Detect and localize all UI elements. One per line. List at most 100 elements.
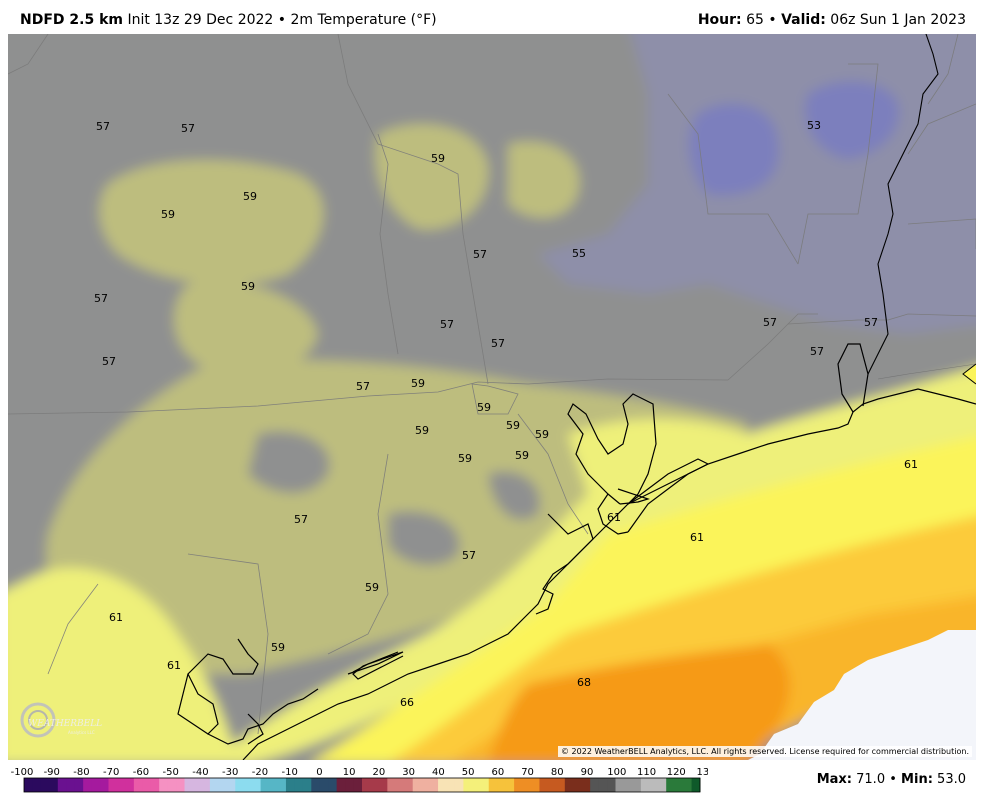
color-scale-segment <box>269 778 278 792</box>
temperature-label: 59 <box>411 377 425 390</box>
temperature-label: 57 <box>462 549 476 562</box>
color-scale-segment <box>345 778 355 792</box>
color-scale-tick: -50 <box>163 767 179 778</box>
temperature-label: 59 <box>515 449 529 462</box>
color-scale-segment <box>83 778 93 792</box>
color-scale-segment <box>370 778 380 792</box>
color-scale-segment <box>471 778 481 792</box>
valid-value: 06z Sun 1 Jan 2023 <box>830 12 966 28</box>
color-scale-segment <box>615 778 625 792</box>
color-scale-segment <box>209 778 219 792</box>
color-scale-segment <box>277 778 287 792</box>
color-scale-segment <box>40 778 50 792</box>
color-scale-segment <box>32 778 42 792</box>
temperature-label: 59 <box>477 401 491 414</box>
title-separator: • <box>277 12 287 28</box>
state-border <box>867 34 939 375</box>
color-scale-segment <box>657 778 667 792</box>
color-scale-segment <box>564 778 574 792</box>
temperature-label: 57 <box>440 318 454 331</box>
color-scale-segment <box>480 778 490 792</box>
color-scale-segment <box>505 778 515 792</box>
min-label: Min: <box>901 772 933 787</box>
color-scale-segment <box>522 778 532 792</box>
color-scale-segment <box>581 778 591 792</box>
hour-value: 65 <box>746 12 764 28</box>
stats-separator: • <box>889 772 897 787</box>
header: NDFD 2.5 km Init 13z 29 Dec 2022 • 2m Te… <box>0 0 984 34</box>
temperature-label: 57 <box>356 380 370 393</box>
color-scale-segment <box>463 778 473 792</box>
temperature-label: 61 <box>904 458 918 471</box>
valid-label: Valid: <box>781 12 826 28</box>
temperature-labels: 57 57 59 53 59 59 57 55 59 57 57 57 57 57 57 57 57 59 59 59… <box>94 119 918 709</box>
temperature-label: 61 <box>690 531 704 544</box>
color-scale-segment <box>201 778 211 792</box>
temperature-label: 61 <box>109 611 123 624</box>
color-scale-segment <box>395 778 405 792</box>
color-scale-segment <box>49 778 59 792</box>
temperature-label: 59 <box>535 428 549 441</box>
color-scale-tick: 100 <box>607 767 626 778</box>
min-value: 53.0 <box>937 772 966 787</box>
color-scale-segment <box>446 778 456 792</box>
color-scale-segment <box>421 778 431 792</box>
color-scale-segment <box>150 778 160 792</box>
temperature-label: 59 <box>458 452 472 465</box>
color-scale-tick: -40 <box>192 767 208 778</box>
temperature-label: 57 <box>473 248 487 261</box>
color-scale-segment <box>404 778 414 792</box>
color-scale-tick: -80 <box>73 767 89 778</box>
color-scale-segment <box>243 778 253 792</box>
color-scale-segment <box>514 778 524 792</box>
color-scale-segment <box>159 778 169 792</box>
temperature-label: 57 <box>96 120 110 133</box>
color-scale-segment <box>640 778 650 792</box>
max-label: Max: <box>816 772 852 787</box>
color-scale-segment <box>133 778 143 792</box>
color-scale-segment <box>378 778 388 792</box>
color-scale-segment <box>590 778 600 792</box>
color-scale-segment <box>387 778 397 792</box>
temperature-label: 59 <box>365 581 379 594</box>
color-scale-segment <box>649 778 659 792</box>
temperature-label: 57 <box>864 316 878 329</box>
color-scale-segment <box>429 778 439 792</box>
logo-subtext: Analytics LLC <box>68 730 95 735</box>
color-scale-segment <box>226 778 236 792</box>
temperature-label: 57 <box>94 292 108 305</box>
max-value: 71.0 <box>856 772 886 787</box>
temperature-label: 57 <box>810 345 824 358</box>
color-scale-segment <box>285 778 295 792</box>
color-scale-segment <box>91 778 101 792</box>
color-scale-tick: -100 <box>11 767 34 778</box>
color-scale-segment <box>260 778 270 792</box>
color-scale-segment <box>362 778 371 792</box>
color-scale-tick: -90 <box>44 767 60 778</box>
map-title: NDFD 2.5 km Init 13z 29 Dec 2022 • 2m Te… <box>20 12 437 28</box>
color-scale-tick: 0 <box>316 767 322 778</box>
temperature-label: 57 <box>294 513 308 526</box>
color-scale-segment <box>353 778 363 792</box>
temperature-map[interactable]: 57 57 59 53 59 59 57 55 59 57 57 57 57 57 57 57 57 59 59 59… <box>8 34 976 760</box>
color-scale-segment <box>438 778 447 792</box>
temperature-fill <box>8 34 976 760</box>
color-scale-tick: 30 <box>402 767 415 778</box>
temperature-label: 59 <box>243 190 257 203</box>
color-scale-ticks: -100 -90 -80 -70 -60 -50 -40 -30 -20 -10 0 10 20 30 40… <box>11 767 708 778</box>
temperature-label: 55 <box>572 247 586 260</box>
variable-name: 2m Temperature (°F) <box>290 12 437 28</box>
color-scale-segment <box>311 778 321 792</box>
color-scale-tick: 80 <box>551 767 564 778</box>
color-scale-segment <box>108 778 118 792</box>
color-scale-legend: -100 -90 -80 -70 -60 -50 -40 -30 -20 -10 0 10 20 30 40… <box>11 767 708 793</box>
temperature-label: 68 <box>577 676 591 689</box>
valid-time-info: Hour: 65 • Valid: 06z Sun 1 Jan 2023 <box>698 12 966 28</box>
color-scale-segment <box>167 778 177 792</box>
color-scale-segment <box>294 778 304 792</box>
color-scale-segment <box>74 778 84 792</box>
no-data-area <box>748 630 976 760</box>
color-scale-tick: 20 <box>373 767 386 778</box>
init-time: Init 13z 29 Dec 2022 <box>127 12 274 28</box>
valid-separator: • <box>768 12 777 28</box>
